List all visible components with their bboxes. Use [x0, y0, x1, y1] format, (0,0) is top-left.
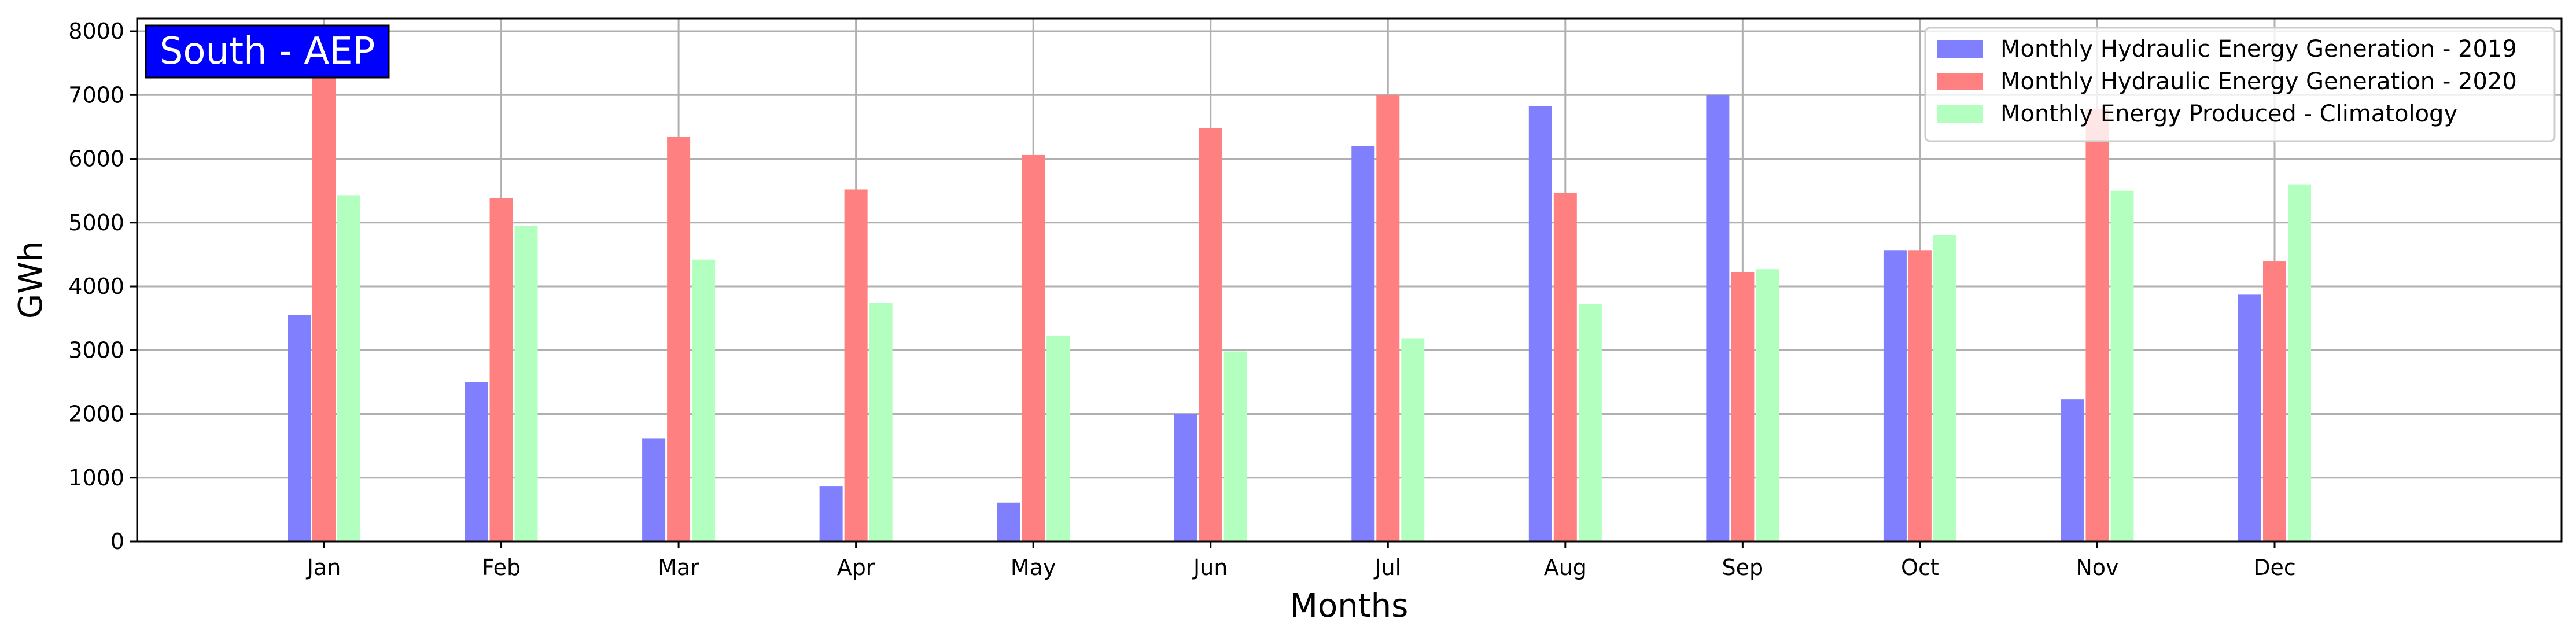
y-tick-label: 6000	[68, 146, 124, 172]
bar-sep-series-3	[1756, 269, 1779, 541]
bar-apr-series-1	[819, 486, 843, 541]
bar-jul-series-2	[1376, 95, 1400, 542]
bar-jan-series-1	[288, 315, 311, 541]
bar-oct-series-2	[1908, 250, 1932, 541]
bar-feb-series-3	[514, 226, 538, 541]
bar-mar-series-1	[642, 438, 666, 541]
legend-swatch-2	[1937, 73, 1983, 90]
x-tick-label-feb: Feb	[482, 555, 521, 580]
bar-jul-series-3	[1401, 338, 1425, 541]
y-tick-label: 1000	[68, 465, 124, 491]
x-axis-label: Months	[1290, 587, 1409, 625]
y-tick-label: 4000	[68, 274, 124, 299]
bar-nov-series-1	[2061, 399, 2084, 541]
x-tick-label-jul: Jul	[1373, 555, 1401, 580]
x-tick-label-apr: Apr	[837, 555, 875, 580]
bar-may-series-3	[1046, 335, 1070, 541]
bar-dec-series-3	[2288, 184, 2311, 541]
y-tick-label: 5000	[68, 210, 124, 235]
bar-feb-series-2	[489, 198, 513, 541]
chart-title: South - AEP	[145, 24, 390, 79]
bar-jul-series-1	[1351, 146, 1375, 542]
bar-may-series-2	[1022, 154, 1045, 541]
x-tick-label-jun: Jun	[1192, 555, 1228, 580]
bars	[288, 72, 2311, 542]
bar-nov-series-3	[2110, 190, 2134, 541]
chart-title-text: South - AEP	[160, 30, 375, 73]
legend-swatch-1	[1937, 40, 1983, 58]
bar-may-series-1	[997, 502, 1020, 541]
bar-sep-series-2	[1731, 272, 1755, 541]
bar-apr-series-3	[869, 303, 893, 541]
y-tick-label: 0	[110, 529, 124, 554]
x-tick-label-oct: Oct	[1901, 555, 1939, 580]
bar-nov-series-2	[2085, 109, 2109, 542]
y-tick-label: 3000	[68, 337, 124, 363]
x-tick-label-dec: Dec	[2253, 555, 2296, 580]
bar-jun-series-1	[1174, 414, 1197, 541]
bar-mar-series-3	[692, 259, 716, 541]
x-tick-label-mar: Mar	[658, 555, 699, 580]
legend-swatch-3	[1937, 105, 1983, 123]
legend: Monthly Hydraulic Energy Generation - 20…	[1924, 27, 2556, 142]
plot-frame	[136, 17, 2563, 543]
bar-mar-series-2	[667, 136, 691, 541]
bar-dec-series-2	[2263, 261, 2286, 541]
legend-label-1: Monthly Hydraulic Energy Generation - 20…	[2000, 36, 2517, 62]
y-axis-label: GWh	[12, 241, 50, 319]
bar-oct-series-3	[1933, 235, 1956, 542]
bar-sep-series-1	[1706, 95, 1730, 542]
y-tick-label: 7000	[68, 82, 124, 108]
y-tick-label: 8000	[68, 19, 124, 44]
x-tick-label-jan: Jan	[306, 555, 341, 580]
legend-label-2: Monthly Hydraulic Energy Generation - 20…	[2000, 68, 2517, 95]
x-tick-label-aug: Aug	[1544, 555, 1587, 580]
bar-aug-series-3	[1578, 304, 1602, 541]
bar-jan-series-2	[312, 72, 336, 541]
bar-oct-series-1	[1883, 250, 1907, 541]
bar-dec-series-1	[2238, 294, 2261, 541]
axis-ticks: 0 1000 2000 3000 4000 5000 6000 7000 8000 Jan Feb M…	[68, 19, 2295, 580]
chart-title-box	[145, 24, 390, 79]
bar-aug-series-2	[1553, 192, 1577, 542]
bar-feb-series-1	[465, 382, 488, 541]
legend-frame	[1924, 27, 2556, 142]
bar-aug-series-1	[1528, 106, 1552, 541]
bar-jan-series-3	[337, 195, 360, 541]
x-tick-label-nov: Nov	[2076, 555, 2118, 580]
bar-jun-series-3	[1223, 351, 1247, 541]
y-tick-label: 2000	[68, 401, 124, 427]
x-tick-label-sep: Sep	[1722, 555, 1764, 580]
bar-jun-series-2	[1199, 128, 1222, 541]
bar-apr-series-2	[844, 189, 868, 542]
x-tick-label-may: May	[1011, 555, 1056, 580]
legend-label-3: Monthly Energy Produced - Climatology	[2000, 101, 2457, 127]
